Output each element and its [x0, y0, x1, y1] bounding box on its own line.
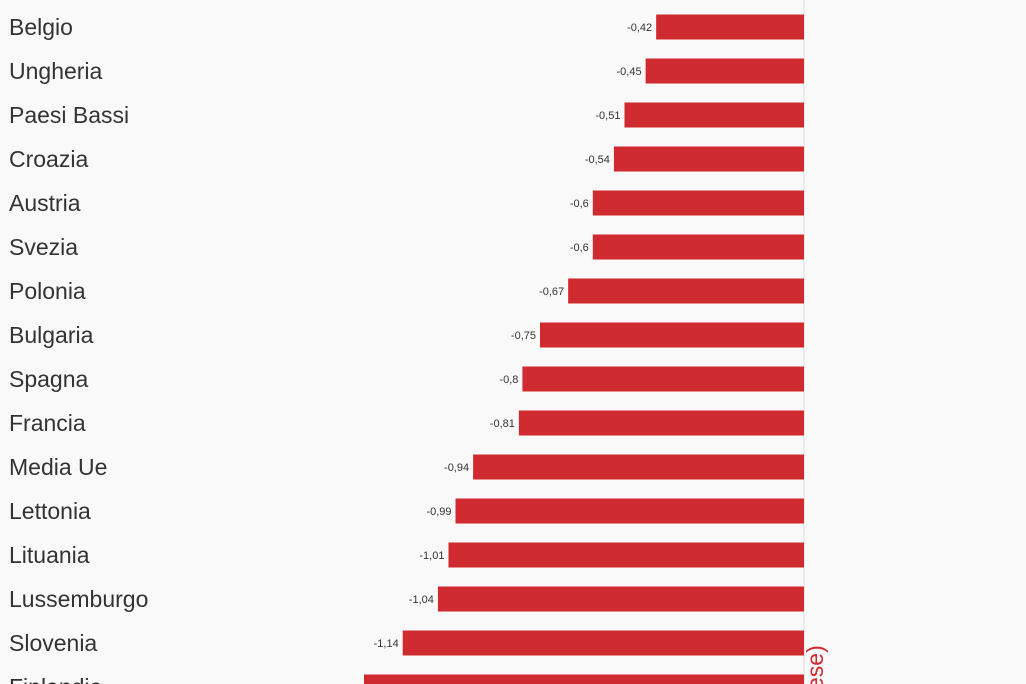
category-label: Belgio — [9, 14, 73, 40]
value-label: -1,01 — [419, 550, 444, 562]
bar — [522, 366, 804, 392]
bar — [568, 278, 804, 304]
category-label: Slovenia — [9, 630, 97, 656]
bar — [656, 14, 804, 40]
bar — [437, 586, 804, 612]
category-label: Paesi Bassi — [9, 102, 129, 128]
value-label: -0,8 — [499, 374, 518, 386]
value-label: -0,67 — [539, 286, 564, 298]
bar — [624, 102, 804, 128]
value-label: -0,6 — [570, 198, 589, 210]
value-label: -1,04 — [409, 594, 434, 606]
bar — [518, 410, 804, 436]
axis-label-partial: ese) — [802, 645, 828, 684]
category-label: Bulgaria — [9, 322, 94, 348]
value-label: -0,99 — [426, 506, 451, 518]
category-label: Polonia — [9, 278, 86, 304]
category-label: Svezia — [9, 234, 78, 260]
category-label: Spagna — [9, 366, 89, 392]
category-label: Ungheria — [9, 58, 103, 84]
value-label: -1,14 — [374, 638, 399, 650]
value-label: -0,54 — [585, 154, 610, 166]
value-label: -0,42 — [627, 22, 652, 34]
category-label: Media Ue — [9, 454, 107, 480]
category-label: Finlandia — [9, 674, 103, 684]
bar — [364, 674, 804, 684]
bar — [448, 542, 804, 568]
bar — [592, 234, 804, 260]
value-label: -0,51 — [595, 110, 620, 122]
bar — [540, 322, 804, 348]
category-label: Francia — [9, 410, 86, 436]
value-label: -0,75 — [511, 330, 536, 342]
category-label: Lettonia — [9, 498, 91, 524]
bar — [645, 58, 804, 84]
category-label: Austria — [9, 190, 81, 216]
bar — [473, 454, 804, 480]
bar — [592, 190, 804, 216]
bar — [455, 498, 804, 524]
value-label: -0,45 — [617, 66, 642, 78]
category-label: Croazia — [9, 146, 88, 172]
value-label: -0,81 — [490, 418, 515, 430]
value-label: -0,94 — [444, 462, 469, 474]
value-label: -0,6 — [570, 242, 589, 254]
category-label: Lituania — [9, 542, 90, 568]
bar — [613, 146, 804, 172]
bar — [402, 630, 804, 656]
category-label: Lussemburgo — [9, 586, 148, 612]
